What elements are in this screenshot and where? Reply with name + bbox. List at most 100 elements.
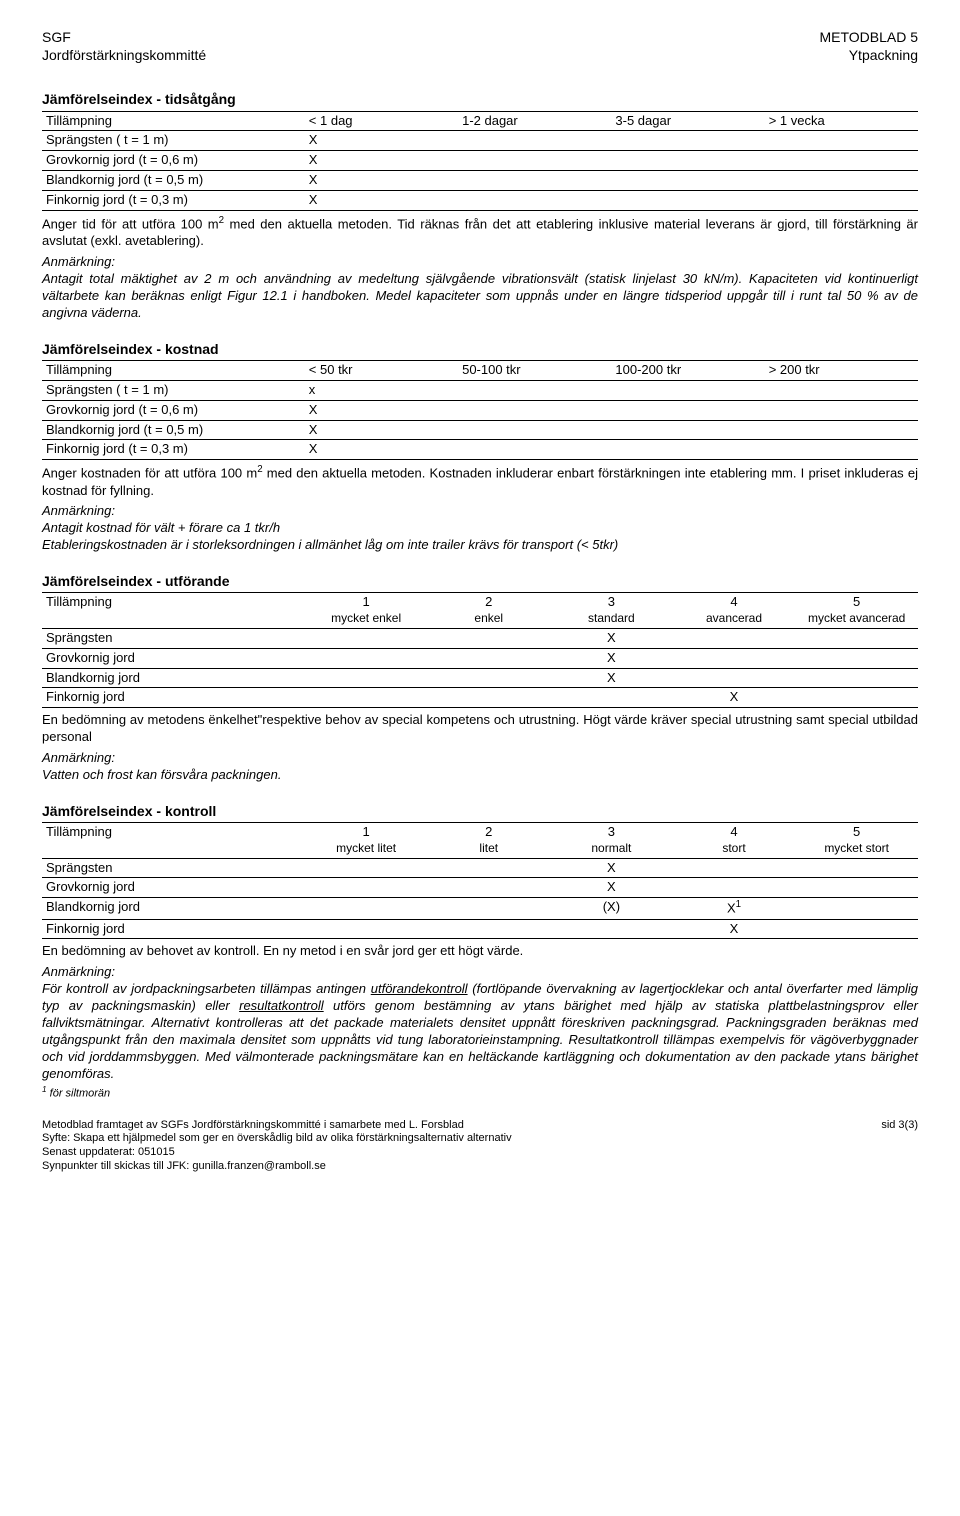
td: X bbox=[673, 919, 796, 939]
ctrl-remark-label: Anmärkning: bbox=[42, 964, 918, 981]
td bbox=[765, 191, 918, 211]
td bbox=[673, 628, 796, 648]
footer-l4: Synpunkter till skickas till JFK: gunill… bbox=[42, 1160, 512, 1174]
ctrl-title: Jämförelseindex - kontroll bbox=[42, 802, 918, 820]
th: > 1 vecka bbox=[765, 111, 918, 131]
cost-body: Anger kostnaden för att utföra 100 m2 me… bbox=[42, 464, 918, 499]
cost-remark-2: Etableringskostnaden är i storleksordnin… bbox=[42, 537, 918, 554]
cost-header-row: Tillämpning < 50 tkr 50-100 tkr 100-200 … bbox=[42, 360, 918, 380]
td bbox=[673, 858, 796, 878]
td bbox=[611, 191, 764, 211]
doc-code: METODBLAD 5 bbox=[819, 28, 918, 46]
num: 3 bbox=[608, 824, 615, 839]
td: Finkornig jord bbox=[42, 688, 305, 708]
header-right: METODBLAD 5 Ytpackning bbox=[819, 28, 918, 64]
td: Sprängsten ( t = 1 m) bbox=[42, 131, 305, 151]
td bbox=[765, 380, 918, 400]
td: Sprängsten bbox=[42, 628, 305, 648]
td bbox=[765, 131, 918, 151]
sub: stort bbox=[677, 841, 792, 857]
ctrl-body: En bedömning av behovet av kontroll. En … bbox=[42, 943, 918, 960]
td: X bbox=[305, 191, 458, 211]
underline-1: utförandekontroll bbox=[371, 981, 468, 996]
table-row: Grovkornig jordX bbox=[42, 648, 918, 668]
time-table: Tillämpning < 1 dag 1-2 dagar 3-5 dagar … bbox=[42, 111, 918, 211]
td bbox=[673, 648, 796, 668]
td: (X) bbox=[550, 898, 673, 919]
cost-remark-label: Anmärkning: bbox=[42, 503, 918, 520]
td bbox=[305, 668, 428, 688]
th: 1mycket litet bbox=[305, 823, 428, 858]
td bbox=[550, 919, 673, 939]
underline-2: resultatkontroll bbox=[239, 998, 324, 1013]
th: 50-100 tkr bbox=[458, 360, 611, 380]
th: 5mycket stort bbox=[795, 823, 918, 858]
th: 3normalt bbox=[550, 823, 673, 858]
footnote: 1 för siltmorän bbox=[42, 1085, 918, 1101]
org-abbrev: SGF bbox=[42, 28, 206, 46]
th: 2 litet bbox=[427, 823, 550, 858]
td bbox=[427, 878, 550, 898]
td bbox=[427, 858, 550, 878]
sub: mycket enkel bbox=[309, 611, 424, 627]
td bbox=[427, 688, 550, 708]
exec-body: En bedömning av metodens ënkelhet"respek… bbox=[42, 712, 918, 746]
num: 5 bbox=[853, 594, 860, 609]
num: 2 bbox=[485, 824, 492, 839]
td bbox=[673, 668, 796, 688]
exec-title: Jämförelseindex - utförande bbox=[42, 572, 918, 590]
td bbox=[765, 420, 918, 440]
footer-l1: Metodblad framtaget av SGFs Jordförstärk… bbox=[42, 1119, 512, 1133]
td bbox=[765, 171, 918, 191]
time-title: Jämförelseindex - tidsåtgång bbox=[42, 90, 918, 108]
doc-subtitle: Ytpackning bbox=[819, 46, 918, 64]
page-footer: Metodblad framtaget av SGFs Jordförstärk… bbox=[42, 1119, 918, 1174]
sub: enkel bbox=[431, 611, 546, 627]
td bbox=[611, 420, 764, 440]
sub: mycket avancerad bbox=[799, 611, 914, 627]
time-remark-label: Anmärkning: bbox=[42, 254, 918, 271]
page-header: SGF Jordförstärkningskommitté METODBLAD … bbox=[42, 28, 918, 64]
td bbox=[795, 628, 918, 648]
sub: standard bbox=[554, 611, 669, 627]
td bbox=[458, 380, 611, 400]
td: Blandkornig jord bbox=[42, 898, 305, 919]
td bbox=[458, 400, 611, 420]
time-body: Anger tid för att utföra 100 m2 med den … bbox=[42, 215, 918, 250]
th: 3standard bbox=[550, 593, 673, 628]
num: 1 bbox=[363, 824, 370, 839]
section-cost: Jämförelseindex - kostnad Tillämpning < … bbox=[42, 340, 918, 554]
td bbox=[673, 878, 796, 898]
td: Blandkornig jord bbox=[42, 668, 305, 688]
td: Finkornig jord (t = 0,3 m) bbox=[42, 191, 305, 211]
table-row: Finkornig jordX bbox=[42, 919, 918, 939]
footer-left: Metodblad framtaget av SGFs Jordförstärk… bbox=[42, 1119, 512, 1174]
th: < 50 tkr bbox=[305, 360, 458, 380]
exec-remark-body: Vatten och frost kan försvåra packningen… bbox=[42, 767, 918, 784]
exec-header-row: Tillämpning 1mycket enkel 2enkel 3standa… bbox=[42, 593, 918, 628]
table-row: Sprängsten ( t = 1 m)X bbox=[42, 131, 918, 151]
td bbox=[550, 688, 673, 708]
td bbox=[458, 131, 611, 151]
td: Grovkornig jord bbox=[42, 878, 305, 898]
cost-remark-1: Antagit kostnad för vält + förare ca 1 t… bbox=[42, 520, 918, 537]
sub: litet bbox=[431, 841, 546, 857]
table-row: Finkornig jordX bbox=[42, 688, 918, 708]
th: Tillämpning bbox=[42, 593, 305, 628]
td bbox=[427, 919, 550, 939]
exec-remark-label: Anmärkning: bbox=[42, 750, 918, 767]
th: < 1 dag bbox=[305, 111, 458, 131]
td: X bbox=[305, 131, 458, 151]
table-row: Blandkornig jord (t = 0,5 m)X bbox=[42, 420, 918, 440]
td bbox=[765, 151, 918, 171]
td: Grovkornig jord (t = 0,6 m) bbox=[42, 400, 305, 420]
td bbox=[305, 919, 428, 939]
td: X bbox=[550, 628, 673, 648]
section-ctrl: Jämförelseindex - kontroll Tillämpning 1… bbox=[42, 802, 918, 1101]
th: Tillämpning bbox=[42, 360, 305, 380]
td bbox=[795, 668, 918, 688]
td bbox=[611, 151, 764, 171]
td bbox=[305, 688, 428, 708]
cost-table: Tillämpning < 50 tkr 50-100 tkr 100-200 … bbox=[42, 360, 918, 460]
td bbox=[611, 171, 764, 191]
